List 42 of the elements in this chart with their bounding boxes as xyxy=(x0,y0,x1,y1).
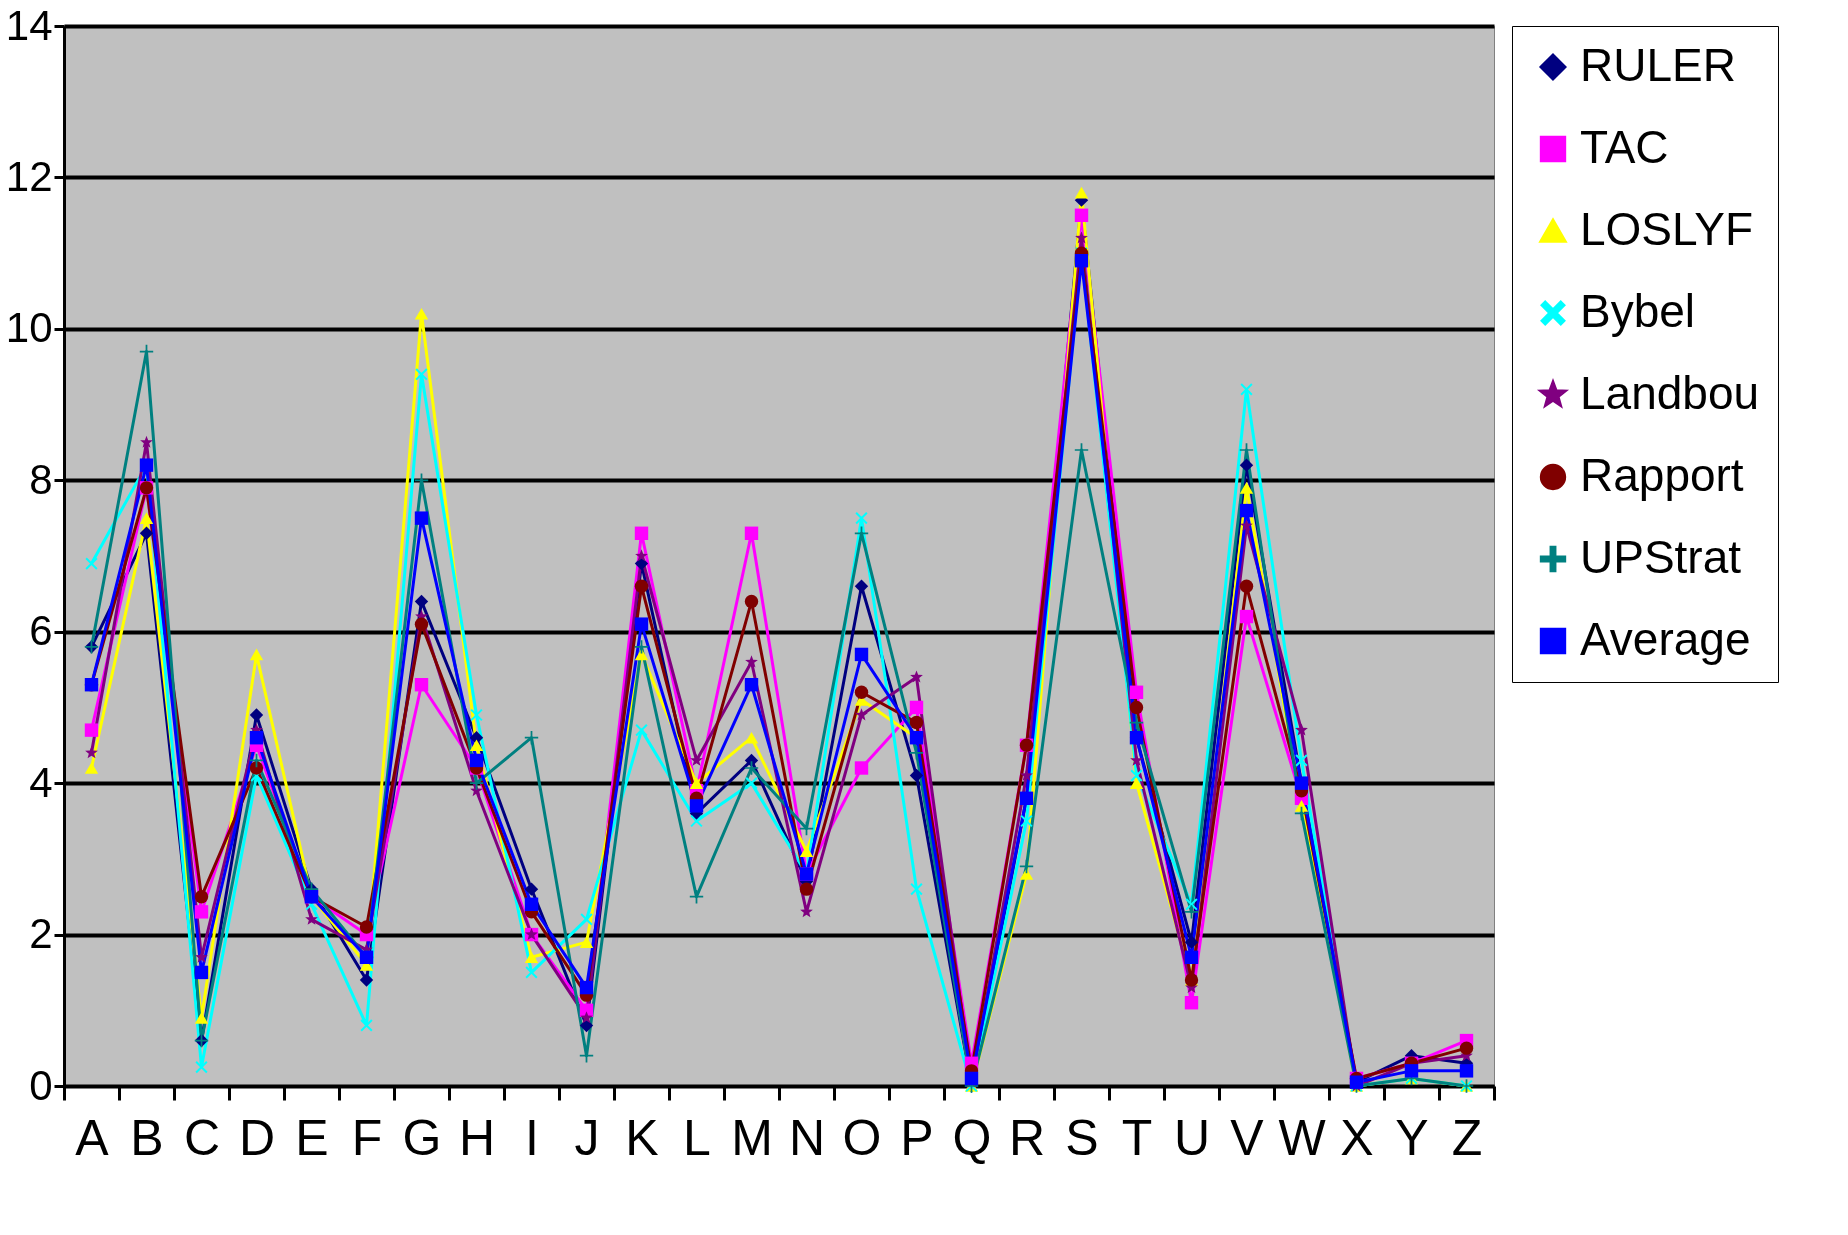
x-tick-label: A xyxy=(75,1109,110,1166)
x-tick-label: W xyxy=(1278,1109,1327,1166)
x-tick-label: D xyxy=(238,1109,276,1166)
y-tick-label: 8 xyxy=(29,455,53,503)
x-tick-label: I xyxy=(525,1109,539,1166)
legend-label: UPStrat xyxy=(1580,531,1742,583)
legend-label: Rapport xyxy=(1580,449,1744,501)
x-tick-label: P xyxy=(900,1109,934,1166)
x-tick-label: Q xyxy=(952,1109,992,1166)
x-tick-label: Y xyxy=(1395,1109,1429,1166)
x-tick-label: M xyxy=(731,1109,773,1166)
x-tick-label: S xyxy=(1065,1109,1099,1166)
x-tick-label: L xyxy=(683,1109,711,1166)
x-tick-label: F xyxy=(351,1109,383,1166)
x-tick-label: E xyxy=(295,1109,329,1166)
x-tick-label: J xyxy=(574,1109,600,1166)
legend-label: Average xyxy=(1580,613,1751,665)
x-tick-label: K xyxy=(625,1109,659,1166)
y-tick-label: 12 xyxy=(5,152,53,200)
x-tick-label: U xyxy=(1173,1109,1211,1166)
y-tick-label: 0 xyxy=(29,1061,53,1109)
y-tick-label: 4 xyxy=(29,758,53,806)
x-tick-label: H xyxy=(458,1109,496,1166)
legend-label: Landbou xyxy=(1580,367,1760,419)
x-tick-label: X xyxy=(1340,1109,1374,1166)
y-tick-label: 14 xyxy=(5,1,53,49)
x-tick-label: O xyxy=(842,1109,882,1166)
x-tick-label: T xyxy=(1121,1109,1153,1166)
x-tick-label: V xyxy=(1230,1109,1265,1166)
y-tick-label: 6 xyxy=(29,607,53,655)
legend-label: RULER xyxy=(1580,39,1736,91)
legend-label: Bybel xyxy=(1580,285,1696,337)
x-tick-label: B xyxy=(130,1109,164,1166)
x-tick-label: G xyxy=(402,1109,442,1166)
x-tick-label: Z xyxy=(1451,1109,1483,1166)
x-tick-label: C xyxy=(183,1109,221,1166)
legend-label: LOSLYF xyxy=(1580,203,1753,255)
y-tick-label: 2 xyxy=(29,910,53,958)
x-tick-label: N xyxy=(788,1109,826,1166)
legend-label: TAC xyxy=(1580,121,1669,173)
y-tick-label: 10 xyxy=(5,304,53,352)
x-tick-label: R xyxy=(1008,1109,1046,1166)
